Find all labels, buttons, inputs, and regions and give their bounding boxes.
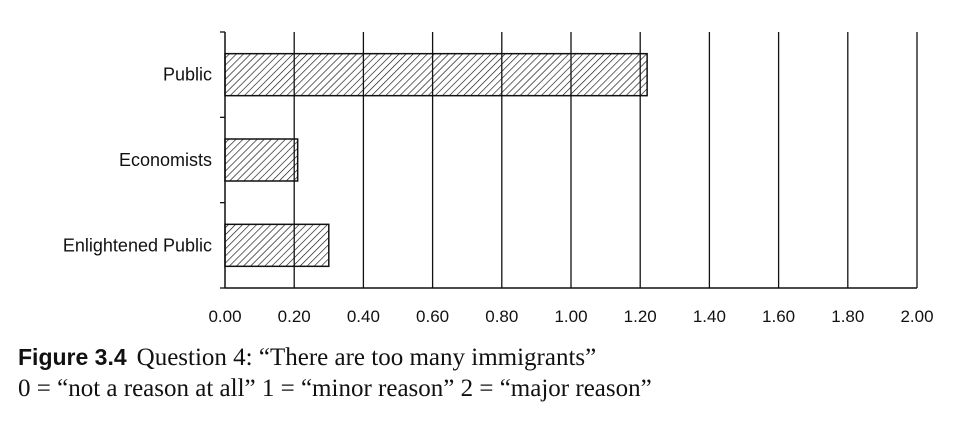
figure-label: Figure 3.4 (18, 344, 127, 370)
axes (220, 31, 917, 289)
x-tick-labels: 0.00 0.20 0.40 0.60 0.80 1.00 1.20 1.40 1.60 1.80… (208, 307, 933, 326)
x-tick-label: 0.40 (347, 307, 380, 326)
x-tick-label: 1.60 (762, 307, 795, 326)
bar-chart: 0.00 0.20 0.40 0.60 0.80 1.00 1.20 1.40 1.60 1.80… (63, 31, 934, 326)
x-tick-label: 1.80 (831, 307, 864, 326)
bar (224, 52, 648, 97)
caption-scale-note: 0 = “not a reason at all” 1 = “minor rea… (18, 375, 652, 402)
category-labels: Public Economists Enlightened Public (63, 65, 212, 256)
caption-title-line: Figure 3.4 Question 4: “There are too man… (18, 342, 948, 373)
x-tick-label: 1.00 (554, 307, 587, 326)
bar (224, 223, 330, 268)
x-tick-label: 0.60 (416, 307, 449, 326)
bars (224, 52, 648, 268)
x-tick-label: 1.40 (693, 307, 726, 326)
category-label: Economists (119, 150, 212, 170)
bar (224, 138, 299, 182)
category-label: Enlightened Public (63, 235, 212, 255)
x-tick-label: 0.20 (278, 307, 311, 326)
x-tick-label: 0.00 (208, 307, 241, 326)
x-tick-label: 2.00 (900, 307, 933, 326)
caption-title: Question 4: “There are too many immigran… (136, 344, 597, 371)
x-tick-label: 0.80 (485, 307, 518, 326)
x-tick-label: 1.20 (624, 307, 657, 326)
figure-caption: Figure 3.4 Question 4: “There are too man… (18, 342, 948, 404)
category-label: Public (163, 65, 212, 85)
